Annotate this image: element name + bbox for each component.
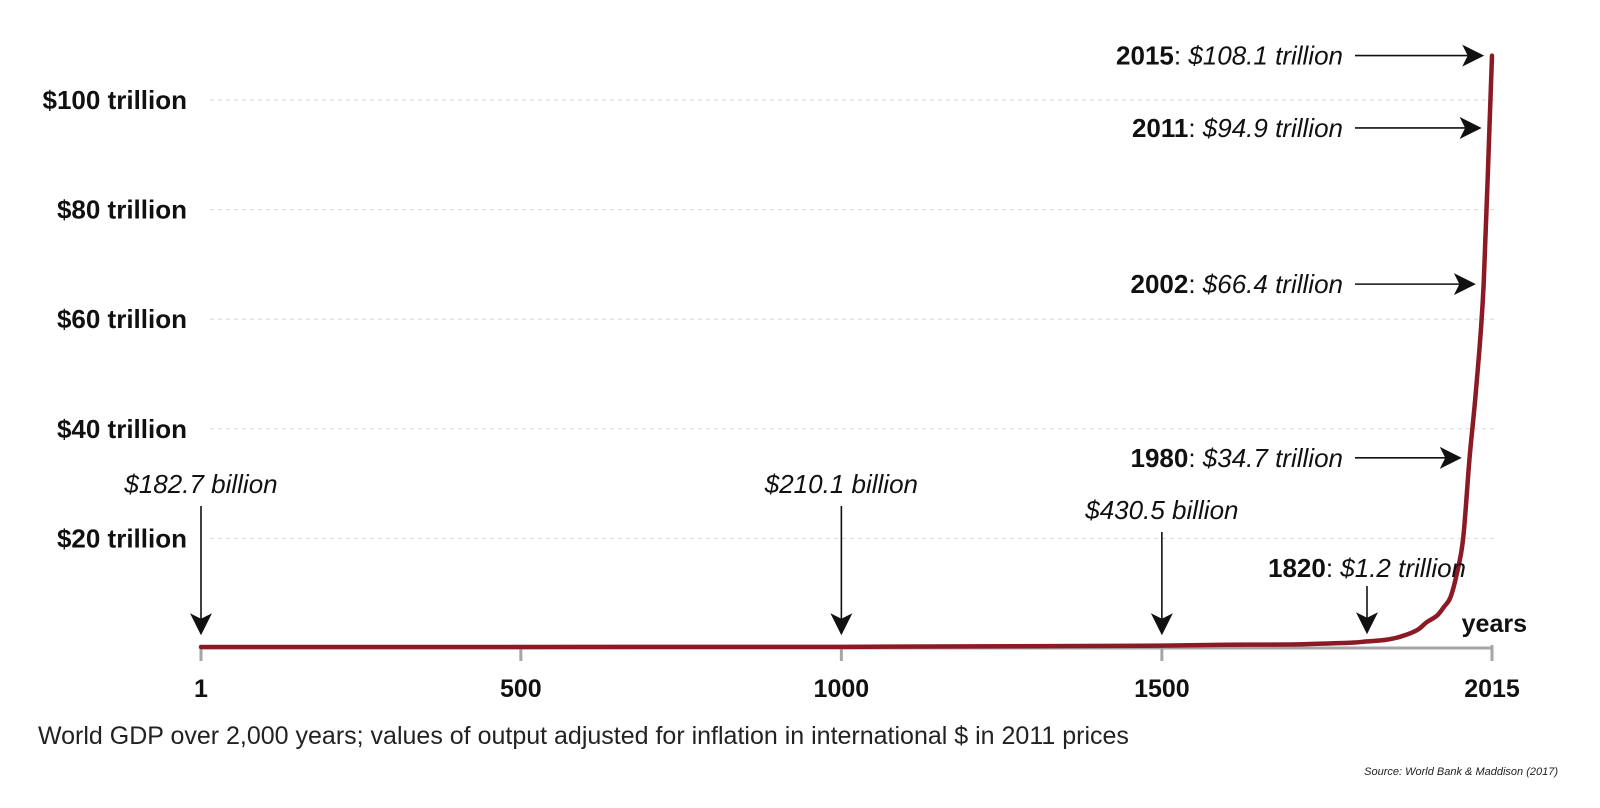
annotation-label: 2011: $94.9 trillion [1132,113,1343,143]
series-layer [198,53,1495,650]
annotation-label: $210.1 billion [764,469,918,499]
y-axis: $20 trillion $40 trillion $60 trillion $80 … [43,85,188,553]
y-tick-label: $80 trillion [57,195,187,225]
x-tick-label: 2015 [1464,675,1520,703]
x-tick-label: 1000 [814,675,870,703]
annotation-label: 1820: $1.2 trillion [1268,553,1466,583]
source-note: Source: World Bank & Maddison (2017) [1364,766,1558,778]
chart-caption: World GDP over 2,000 years; values of ou… [38,722,1129,750]
gridlines [210,99,1495,539]
annotation-label: 1980: $34.7 trillion [1131,443,1344,473]
x-axis-label: years [1462,610,1527,638]
y-tick-label: $100 trillion [43,85,188,115]
gdp-series-line [198,53,1495,650]
annotation-label: 2002: $66.4 trillion [1131,269,1344,299]
annotations: $182.7 billion $210.1 billion $430.5 billi… [123,41,1485,636]
x-tick-label: 1500 [1134,675,1190,703]
annotation-label: 2015: $108.1 trillion [1116,41,1343,71]
annotation-label: $430.5 billion [1084,495,1238,525]
x-tick-label: 500 [500,675,542,703]
x-tick-label: 1 [194,675,208,703]
annotation-label: $182.7 billion [123,469,277,499]
y-tick-label: $40 trillion [57,414,187,444]
y-tick-label: $60 trillion [57,304,187,334]
y-tick-label: $20 trillion [57,523,187,553]
